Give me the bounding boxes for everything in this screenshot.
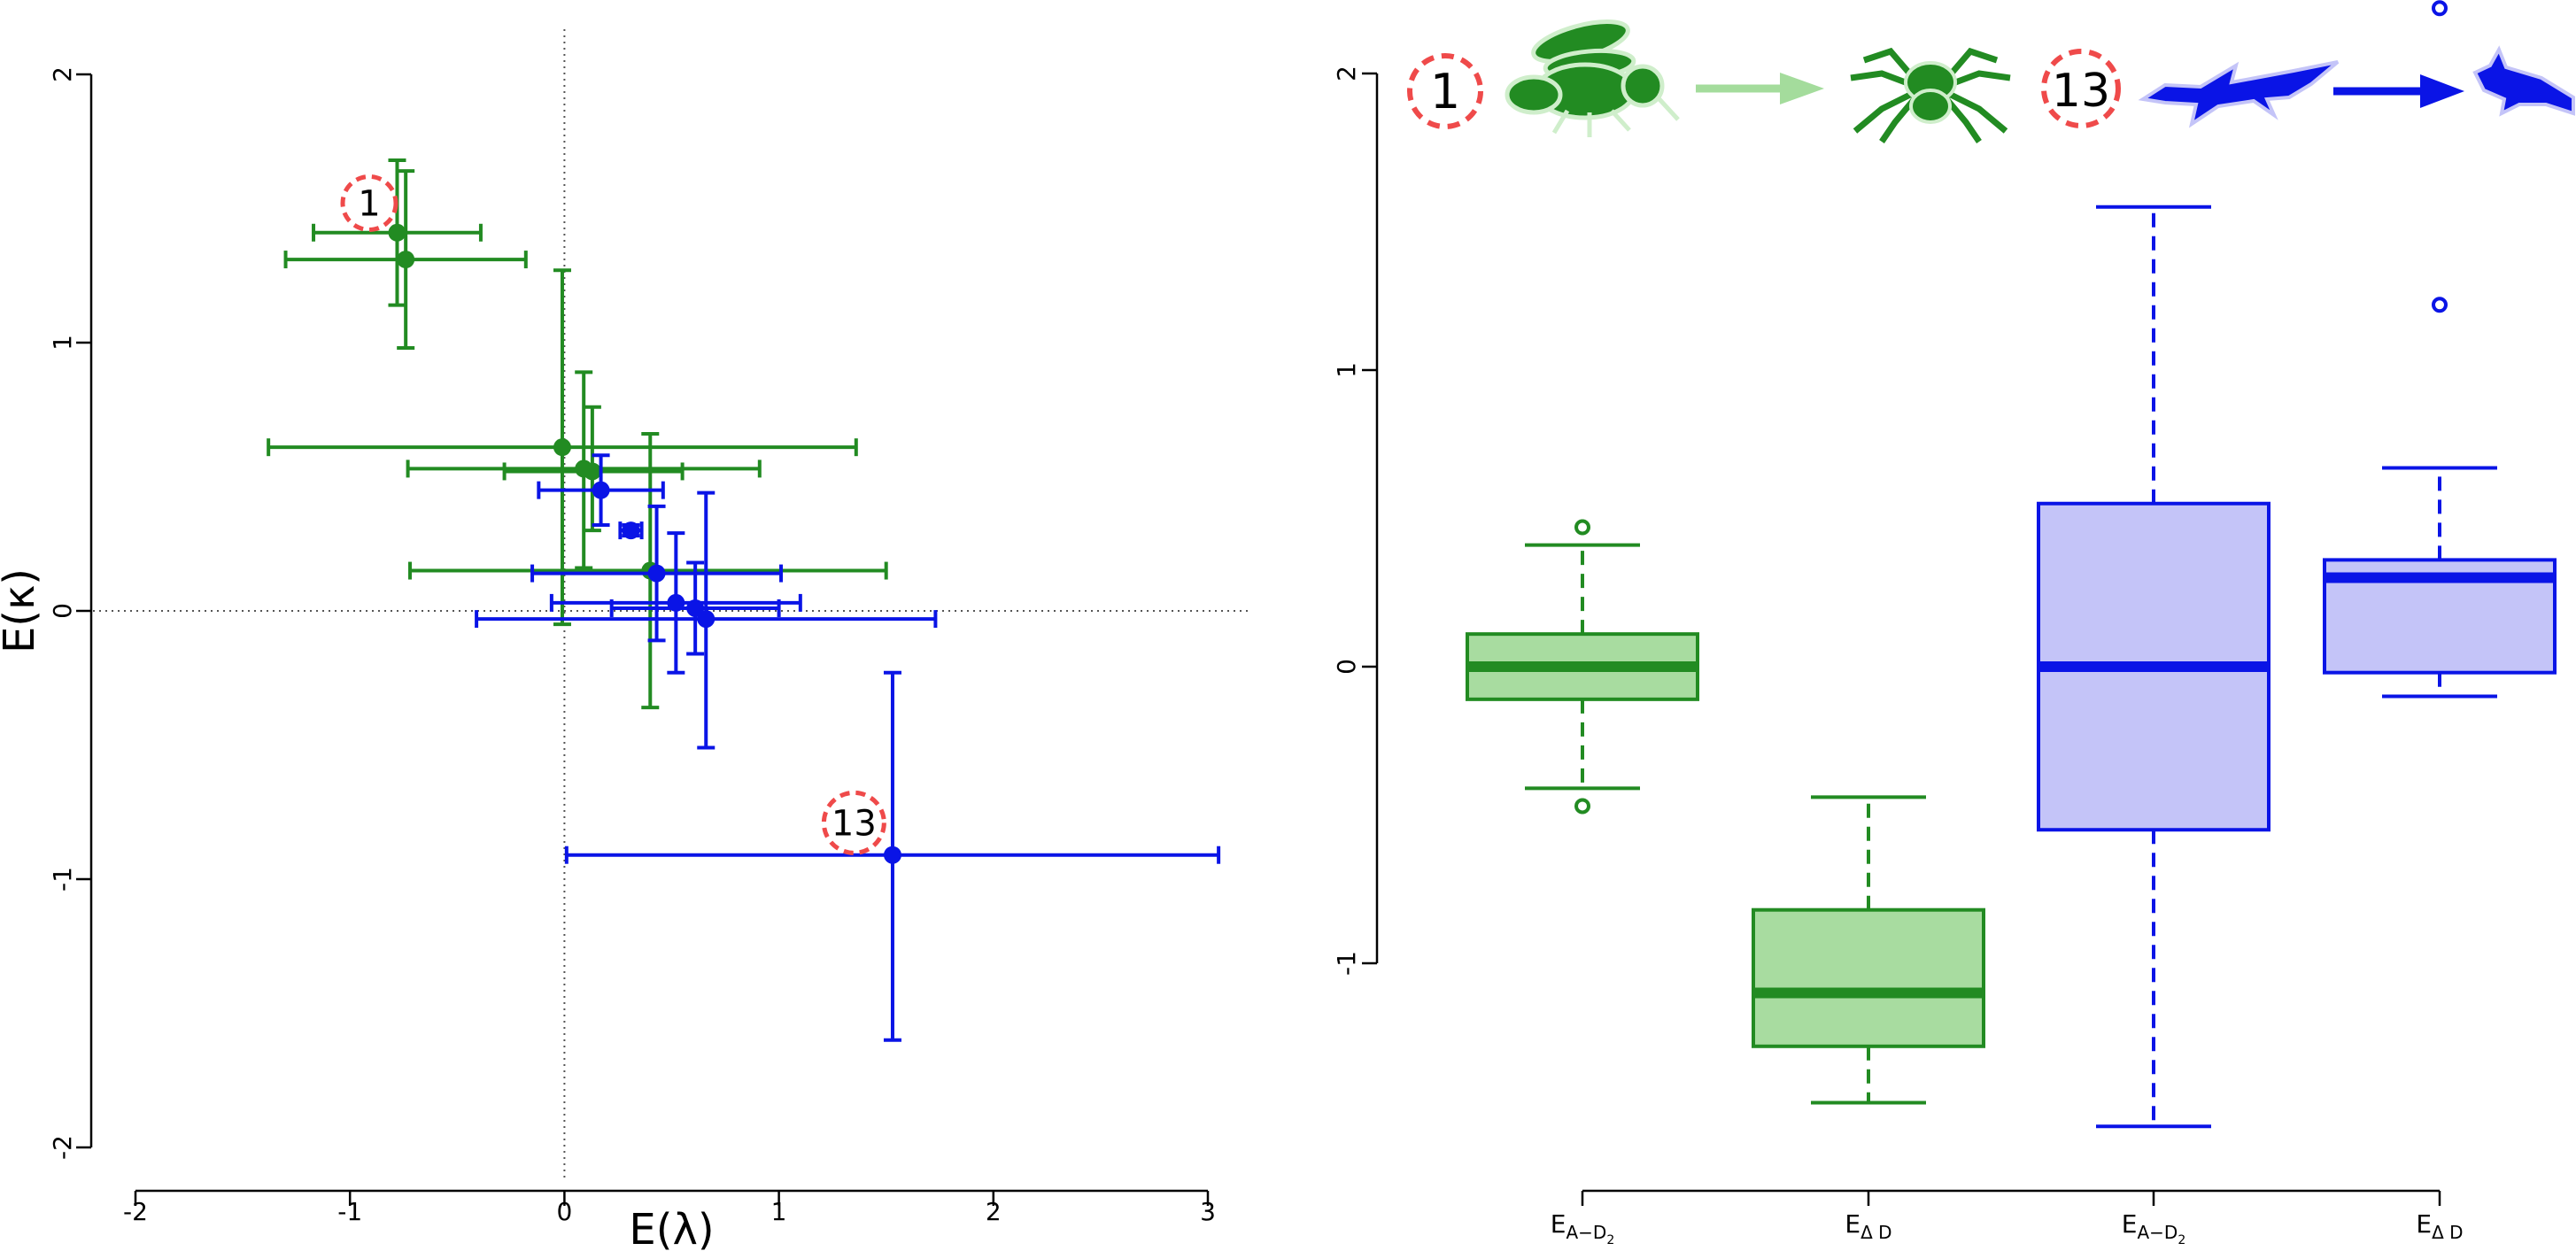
- data-point: [312, 158, 483, 307]
- y-tick-label: -2: [48, 1135, 77, 1160]
- spider-icon: [1850, 47, 2011, 143]
- y-tick-label: 2: [48, 66, 77, 82]
- point-marker: [397, 251, 415, 269]
- point-marker: [553, 438, 571, 457]
- box-iqr: [1752, 907, 1985, 1048]
- annotation-badge: [340, 174, 398, 232]
- small-shark-icon: [2472, 45, 2575, 117]
- outlier-point: [1574, 798, 1590, 815]
- point-marker: [583, 462, 601, 481]
- boxplot: [2323, 0, 2557, 699]
- green-arrow: [1696, 73, 1824, 104]
- y-axis-ticks: -2 -1 0 1 2: [48, 66, 91, 1160]
- data-point: [502, 405, 685, 533]
- left-scatter-panel: -2 -1 0 1 2 3 -2 -1 0 1 2 E(λ) E(κ) 1 13: [0, 29, 1250, 1251]
- data-point: [537, 453, 665, 528]
- badge-1-label: 1: [1430, 64, 1460, 120]
- data-point: [475, 490, 938, 750]
- annotation-badge: [821, 790, 886, 855]
- y-tick-label: 1: [48, 335, 77, 351]
- box-y-tick-label: -1: [1332, 951, 1361, 976]
- data-point: [267, 268, 858, 627]
- outlier-point: [2432, 0, 2448, 17]
- point-marker: [647, 564, 666, 583]
- x-axis-label: E(λ): [629, 1205, 714, 1251]
- boxplot: [1752, 795, 1985, 1105]
- legend-header: 1: [1407, 19, 2575, 143]
- box-x-tick-label: EA−D2: [2122, 1209, 2185, 1247]
- box-y-axis-ticks: -1 0 1 2: [1332, 66, 1377, 976]
- point-marker: [388, 223, 406, 242]
- x-tick-label: 3: [1200, 1197, 1216, 1226]
- box-x-axis-labels: EA−D2 EΔ D EA−D2 EΔ D: [1551, 1191, 2464, 1247]
- boxplot: [1466, 519, 1699, 815]
- box-x-tick-label: EA−D2: [1551, 1209, 1614, 1247]
- data-point: [618, 521, 644, 540]
- box-y-tick-label: 2: [1332, 66, 1361, 81]
- x-tick-label: 0: [556, 1197, 572, 1226]
- fly-icon: [1505, 19, 1680, 137]
- boxplot: [2037, 205, 2270, 1129]
- data-points: [267, 158, 1221, 1042]
- boxplots: [1466, 0, 2557, 1129]
- point-marker: [697, 610, 716, 629]
- x-tick-label: 1: [771, 1197, 787, 1226]
- box-x-tick-label: EΔ D: [2416, 1209, 2463, 1243]
- data-point: [408, 432, 888, 710]
- point-marker: [622, 521, 640, 540]
- data-point: [549, 531, 802, 675]
- box-x-tick-label: EΔ D: [1845, 1209, 1891, 1243]
- point-marker: [592, 481, 610, 499]
- data-point: [564, 670, 1221, 1042]
- shark-icon: [2138, 60, 2340, 128]
- box-y-tick-label: 0: [1332, 659, 1361, 675]
- annotations: 1 13: [340, 174, 886, 855]
- x-tick-label: 2: [986, 1197, 1002, 1226]
- annotation-label: 13: [832, 803, 877, 844]
- annotation-label: 1: [358, 183, 380, 224]
- y-axis-label: E(κ): [0, 568, 44, 653]
- data-point: [283, 169, 528, 351]
- outlier-point: [1574, 519, 1590, 536]
- x-tick-label: -2: [123, 1197, 148, 1226]
- point-marker: [883, 846, 901, 864]
- badge-13-label: 13: [2052, 65, 2110, 118]
- box-y-tick-label: 1: [1332, 362, 1361, 378]
- blue-arrow: [2333, 74, 2464, 108]
- badge-13: 13: [2041, 49, 2121, 128]
- x-axis-ticks: -2 -1 0 1 2 3: [123, 1191, 1216, 1226]
- right-boxplot-panel: -1 0 1 2 EA−D2 EΔ D EA−D2 EΔ D 1: [1332, 0, 2575, 1247]
- y-tick-label: -1: [48, 867, 77, 892]
- x-tick-label: -1: [337, 1197, 362, 1226]
- data-point: [609, 560, 781, 656]
- y-tick-label: 0: [48, 603, 77, 619]
- outlier-point: [2432, 297, 2448, 313]
- point-marker: [686, 598, 705, 617]
- badge-1: 1: [1407, 53, 1483, 129]
